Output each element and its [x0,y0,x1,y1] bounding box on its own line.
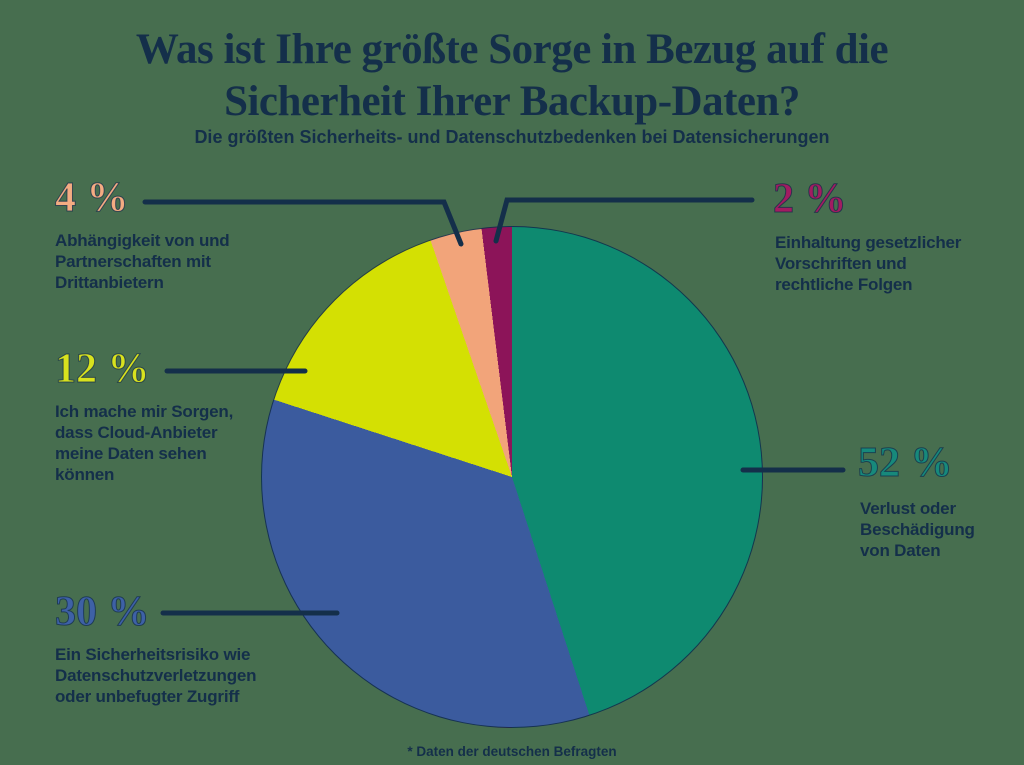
desc-label-loss-damage: Verlust oder Beschädigung von Daten [860,499,975,560]
pie-chart [261,226,763,728]
page-title: Was ist Ihre größte Sorge in Bezug auf d… [135,25,889,125]
footnote: * Daten der deutschen Befragten [407,744,617,759]
desc-label-third-party: Abhängigkeit von und Partnerschaften mit… [55,231,230,292]
pct-label-security-risk: 30 % [55,589,150,635]
pct-label-cloud-provider: 12 % [55,346,150,392]
desc-label-security-risk: Ein Sicherheitsrisiko wie Datenschutzver… [55,645,257,706]
desc-label-compliance: Einhaltung gesetzlicher Vorschriften und… [775,233,962,294]
pct-label-third-party: 4 % [55,175,129,221]
desc-label-cloud-provider: Ich mache mir Sorgen, dass Cloud-Anbiete… [55,402,234,484]
page-subtitle: Die größten Sicherheits- und Datenschutz… [194,127,830,147]
pct-label-compliance: 2 % [773,176,847,222]
pct-label-loss-damage: 52 % [858,440,953,486]
